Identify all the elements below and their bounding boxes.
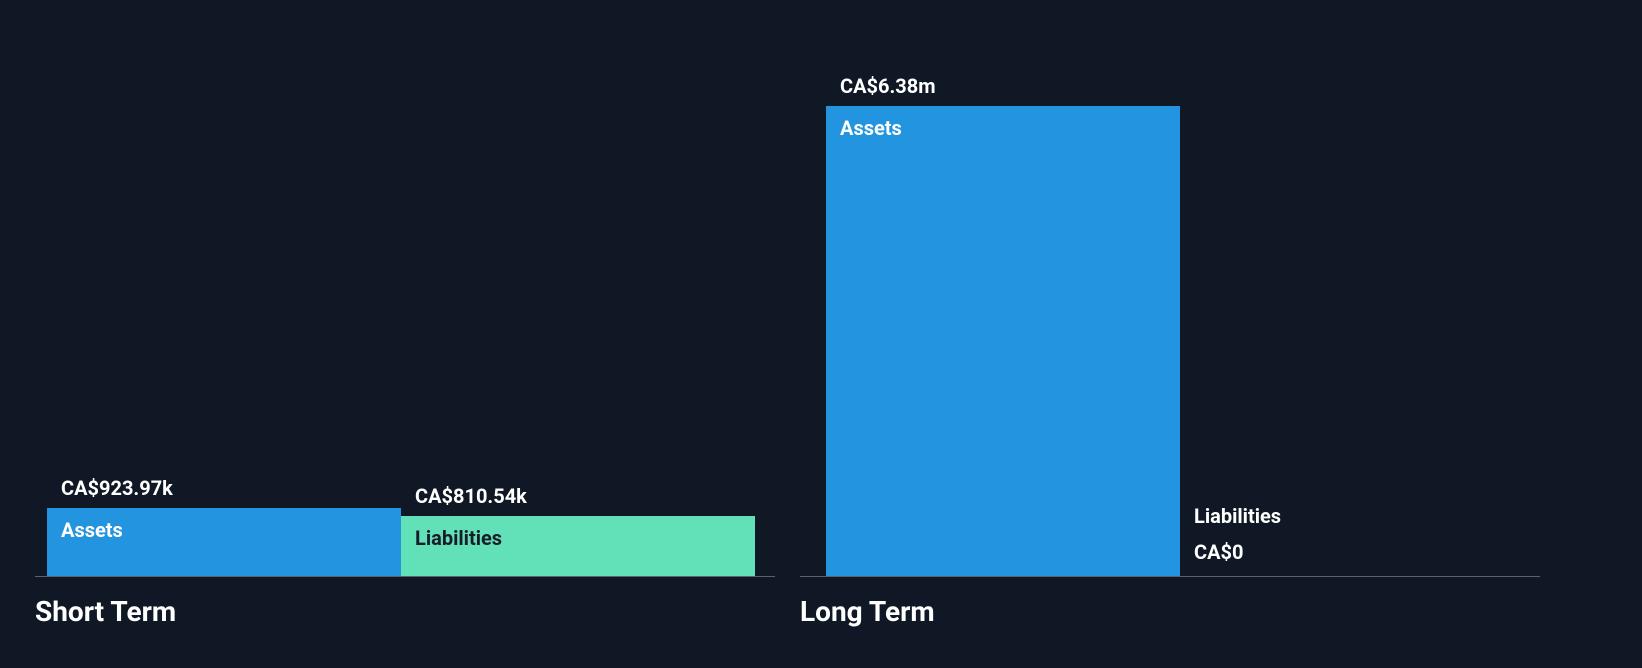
bar-short-term-assets: Assets xyxy=(47,508,401,576)
value-label-long-term-assets: CA$6.38m xyxy=(840,74,936,98)
bar-long-term-assets: Assets xyxy=(826,106,1180,576)
panel-title-long-term: Long Term xyxy=(800,595,1540,628)
bar-label-short-term-liabilities: Liabilities xyxy=(415,526,502,550)
bar-column-short-term-liabilities: CA$810.54k Liabilities xyxy=(401,56,755,576)
panel-long-term: CA$6.38m Assets Liabilities CA$0 Long Te… xyxy=(800,57,1540,628)
chart-stage: CA$923.97k Assets CA$810.54k Liabilities… xyxy=(0,0,1642,668)
panel-title-short-term: Short Term xyxy=(35,595,775,628)
value-label-long-term-liabilities: CA$0 xyxy=(1194,540,1243,564)
chart-area-short-term: CA$923.97k Assets CA$810.54k Liabilities xyxy=(35,57,775,577)
bar-label-short-term-assets: Assets xyxy=(61,518,123,542)
bar-column-short-term-assets: CA$923.97k Assets xyxy=(47,56,401,576)
bar-label-long-term-liabilities: Liabilities xyxy=(1194,504,1281,528)
bar-column-long-term-assets: CA$6.38m Assets xyxy=(826,56,1180,576)
chart-area-long-term: CA$6.38m Assets Liabilities CA$0 xyxy=(800,57,1540,577)
value-label-short-term-assets: CA$923.97k xyxy=(61,476,173,500)
bar-label-long-term-assets: Assets xyxy=(840,116,902,140)
value-label-short-term-liabilities: CA$810.54k xyxy=(415,484,527,508)
bar-short-term-liabilities: Liabilities xyxy=(401,516,755,576)
panel-short-term: CA$923.97k Assets CA$810.54k Liabilities… xyxy=(35,57,775,628)
bar-column-long-term-liabilities: Liabilities CA$0 xyxy=(1180,56,1534,576)
